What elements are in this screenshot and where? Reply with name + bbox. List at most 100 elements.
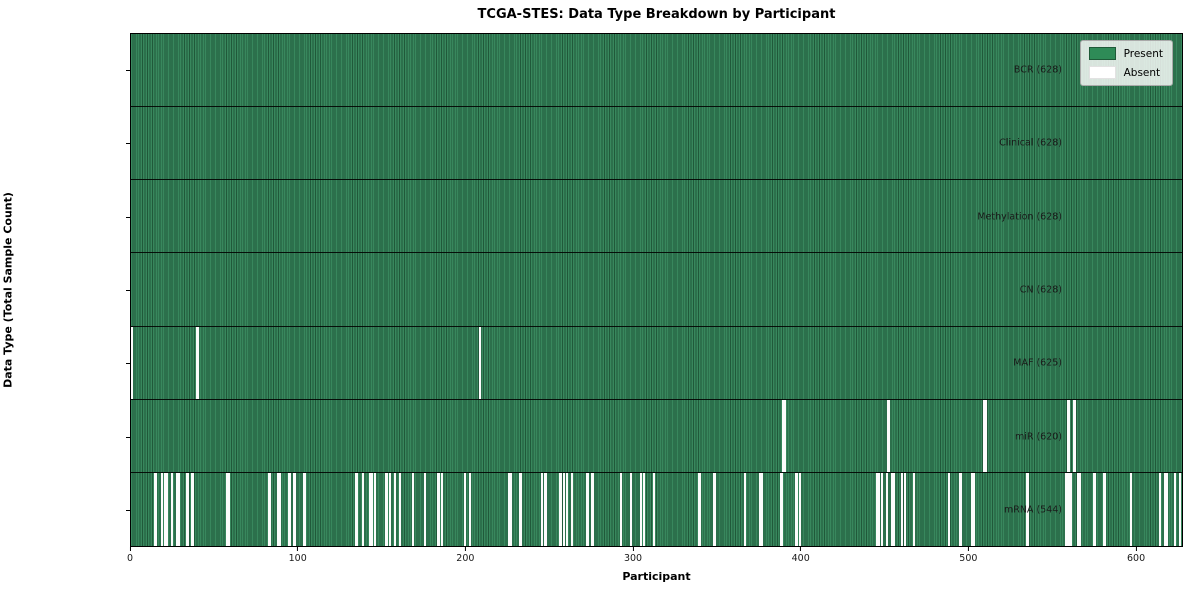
absent-stripe (743, 472, 746, 546)
x-tick-mark (1135, 547, 1137, 551)
absent-stripe (972, 472, 976, 546)
absent-stripe (398, 472, 402, 546)
x-tick-400: 400 (792, 547, 810, 564)
absent-stripe (591, 472, 594, 546)
absent-stripe (892, 472, 895, 546)
x-axis-ticks: 0 100 200 300 400 500 600 (127, 547, 1183, 569)
absent-stripe (559, 472, 562, 546)
x-tick-label: 500 (959, 553, 978, 564)
heatmap-rows (131, 34, 1182, 546)
absent-stripe (890, 472, 894, 546)
absent-stripe (464, 472, 467, 546)
absent-stripe (166, 472, 169, 546)
y-tick-label-miR: miR (620) (1014, 431, 1062, 443)
data-row-BCR (131, 34, 1182, 108)
y-tick-label-BCR: BCR (628) (1013, 64, 1062, 76)
absent-stripe (288, 472, 291, 546)
absent-stripe (984, 399, 987, 472)
absent-stripe (154, 472, 157, 546)
absent-stripe (783, 399, 786, 472)
data-row-Clinical (131, 107, 1182, 181)
absent-stripe (544, 472, 547, 546)
absent-stripe (131, 326, 134, 399)
absent-stripe (571, 472, 574, 546)
absent-stripe (1165, 472, 1168, 546)
x-tick-600: 600 (1127, 547, 1145, 564)
y-tick-label-Methylation: Methylation (628) (977, 211, 1062, 223)
absent-stripe (959, 472, 962, 546)
absent-stripe (509, 472, 512, 546)
absent-stripe (1073, 399, 1076, 472)
absent-stripe (877, 472, 880, 546)
data-row-miR (131, 399, 1182, 473)
absent-stripe (653, 472, 656, 546)
absent-stripe (586, 472, 589, 546)
y-tick-label-CN: CN (628) (1019, 284, 1062, 296)
x-tick-label: 400 (791, 553, 810, 564)
absent-stripe (507, 472, 510, 546)
absent-stripe (361, 472, 365, 546)
absent-stripe (164, 472, 167, 546)
absent-stripe (798, 472, 802, 546)
absent-stripe (1076, 472, 1079, 546)
absent-stripe (161, 472, 164, 546)
absent-stripe (1064, 472, 1068, 546)
absent-stripe (196, 326, 199, 399)
absent-stripe (760, 472, 763, 546)
y-tick-mark (126, 290, 130, 291)
absent-stripe (782, 399, 785, 472)
x-tick-mark (297, 547, 299, 551)
y-tick-mark (126, 216, 130, 218)
y-tick-mark (126, 510, 130, 512)
absent-stripe (1068, 472, 1071, 546)
y-tick-mark (126, 363, 130, 365)
chart-title: TCGA-STES: Data Type Breakdown by Partic… (477, 7, 836, 22)
data-row-Methylation (131, 180, 1182, 254)
legend-present-swatch (1088, 47, 1116, 60)
absent-stripe (566, 472, 569, 546)
absent-stripe (698, 472, 701, 546)
x-tick-500: 500 (959, 547, 977, 564)
absent-stripe (1026, 472, 1029, 546)
absent-stripe (885, 472, 889, 546)
x-tick-mark (967, 547, 969, 551)
x-tick-label: 600 (1126, 553, 1146, 564)
absent-stripe (268, 472, 271, 546)
x-tick-0: 0 (127, 547, 133, 564)
x-tick-label: 0 (126, 553, 134, 564)
x-tick-mark (464, 547, 466, 551)
absent-stripe (1178, 472, 1181, 546)
absent-stripe (278, 472, 281, 546)
legend-entry-absent: Absent (1088, 66, 1163, 79)
x-tick-label: 200 (456, 553, 475, 564)
absent-stripe (947, 472, 950, 546)
absent-stripe (171, 472, 174, 546)
absent-stripe (1066, 399, 1069, 472)
absent-stripe (186, 472, 189, 546)
absent-stripe (758, 472, 761, 546)
y-tick-mark (126, 436, 130, 438)
absent-stripe (1066, 472, 1069, 546)
data-row-MAF (131, 326, 1182, 400)
absent-stripe (228, 472, 231, 546)
absent-stripe (541, 472, 544, 546)
y-tick-label-MAF: MAF (625) (1013, 357, 1062, 369)
absent-stripe (1069, 472, 1073, 546)
absent-stripe (880, 472, 884, 546)
data-row-CN (131, 253, 1182, 327)
absent-stripe (904, 472, 907, 546)
y-tick-mark (126, 143, 130, 145)
absent-stripe (385, 472, 388, 546)
absent-stripe (226, 472, 229, 546)
absent-stripe (780, 472, 783, 546)
absent-stripe (900, 472, 904, 546)
absent-stripe (469, 472, 472, 546)
absent-stripe (423, 472, 427, 546)
legend-absent-swatch (1088, 66, 1116, 79)
x-tick-label: 300 (623, 553, 643, 564)
x-tick-mark (129, 547, 131, 551)
absent-stripe (982, 399, 986, 472)
absent-stripe (562, 472, 566, 546)
legend: Present Absent (1079, 40, 1173, 86)
